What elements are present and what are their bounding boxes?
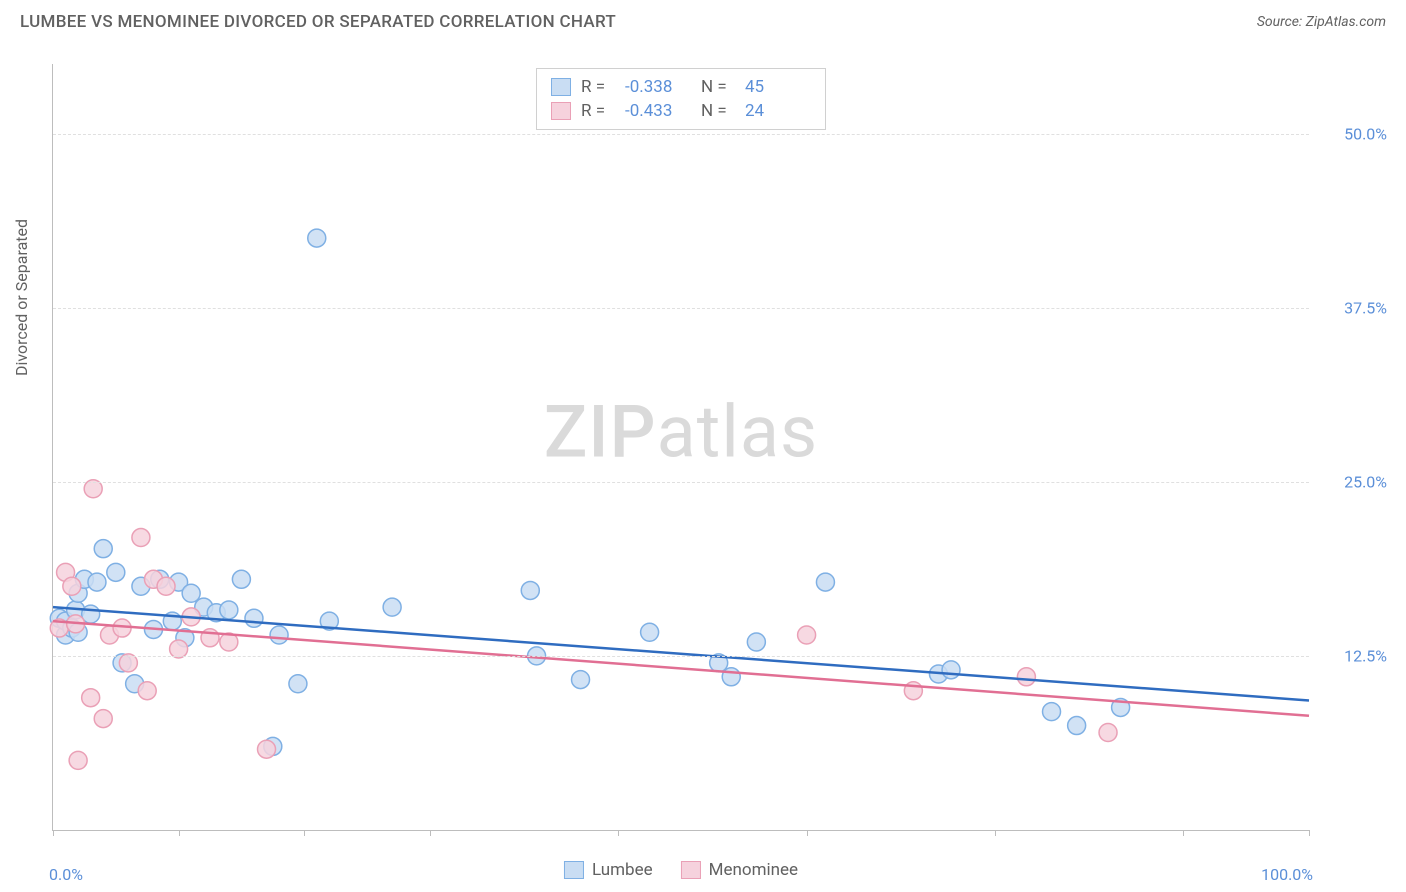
scatter-point — [258, 740, 276, 758]
legend-row-menominee: R = -0.433 N = 24 — [551, 99, 811, 123]
scatter-point — [270, 626, 288, 644]
scatter-point — [132, 529, 150, 547]
scatter-point — [1017, 668, 1035, 686]
y-tick-label: 25.0% — [1317, 472, 1387, 491]
trend-line — [53, 621, 1309, 716]
swatch-lumbee — [564, 861, 584, 879]
gridline — [53, 308, 1309, 309]
gridline — [53, 134, 1309, 135]
y-tick-label: 12.5% — [1317, 646, 1387, 665]
plot-svg — [53, 64, 1309, 830]
x-tick — [618, 830, 619, 836]
scatter-point — [157, 577, 175, 595]
legend-label-lumbee: Lumbee — [592, 860, 653, 880]
gridline — [53, 656, 1309, 657]
scatter-point — [383, 598, 401, 616]
legend-N-label: N = — [701, 77, 735, 97]
scatter-point — [220, 601, 238, 619]
y-tick-label: 37.5% — [1317, 298, 1387, 317]
scatter-point — [641, 623, 659, 641]
scatter-point — [816, 573, 834, 591]
legend-row-lumbee: R = -0.338 N = 45 — [551, 75, 811, 99]
scatter-point — [94, 710, 112, 728]
x-axis-min: 0.0% — [49, 865, 83, 884]
swatch-lumbee — [551, 78, 571, 96]
chart-title: LUMBEE VS MENOMINEE DIVORCED OR SEPARATE… — [20, 12, 616, 32]
x-tick — [1309, 830, 1310, 836]
scatter-point — [521, 581, 539, 599]
scatter-point — [308, 229, 326, 247]
scatter-point — [63, 577, 81, 595]
legend-R-label: R = — [581, 77, 615, 97]
x-tick — [995, 830, 996, 836]
x-tick — [1183, 830, 1184, 836]
swatch-menominee — [681, 861, 701, 879]
scatter-point — [942, 661, 960, 679]
chart-area: Divorced or Separated ZIPatlas R = -0.33… — [0, 46, 1406, 892]
scatter-point — [69, 751, 87, 769]
scatter-point — [88, 573, 106, 591]
legend-N-value-menominee: 24 — [745, 101, 811, 121]
legend-N-value-lumbee: 45 — [745, 77, 811, 97]
x-tick — [53, 830, 54, 836]
plot-region: ZIPatlas R = -0.338 N = 45 R = -0.433 N … — [52, 64, 1309, 831]
legend-N-label: N = — [701, 101, 735, 121]
scatter-point — [82, 689, 100, 707]
legend-R-label: R = — [581, 101, 615, 121]
header: LUMBEE VS MENOMINEE DIVORCED OR SEPARATE… — [0, 0, 1406, 40]
x-tick — [430, 830, 431, 836]
x-tick — [179, 830, 180, 836]
scatter-point — [722, 668, 740, 686]
legend-item-lumbee: Lumbee — [564, 860, 653, 880]
source-credit: Source: ZipAtlas.com — [1257, 14, 1386, 30]
swatch-menominee — [551, 102, 571, 120]
y-axis-label: Divorced or Separated — [12, 219, 31, 376]
x-tick — [304, 830, 305, 836]
correlation-legend: R = -0.338 N = 45 R = -0.433 N = 24 — [536, 68, 826, 130]
x-tick — [807, 830, 808, 836]
legend-item-menominee: Menominee — [681, 860, 798, 880]
scatter-point — [1043, 703, 1061, 721]
scatter-point — [94, 540, 112, 558]
scatter-point — [138, 682, 156, 700]
y-tick-label: 50.0% — [1317, 124, 1387, 143]
scatter-point — [1099, 724, 1117, 742]
series-legend: Lumbee Menominee — [564, 860, 798, 880]
scatter-point — [232, 570, 250, 588]
scatter-point — [182, 584, 200, 602]
scatter-point — [245, 609, 263, 627]
legend-R-value-menominee: -0.433 — [625, 101, 691, 121]
scatter-point — [572, 671, 590, 689]
scatter-point — [747, 633, 765, 651]
legend-R-value-lumbee: -0.338 — [625, 77, 691, 97]
scatter-point — [107, 563, 125, 581]
legend-label-menominee: Menominee — [709, 860, 798, 880]
scatter-point — [289, 675, 307, 693]
scatter-point — [1068, 717, 1086, 735]
gridline — [53, 482, 1309, 483]
trend-line — [53, 607, 1309, 700]
scatter-point — [798, 626, 816, 644]
x-axis-max: 100.0% — [1261, 865, 1313, 884]
scatter-point — [113, 619, 131, 637]
